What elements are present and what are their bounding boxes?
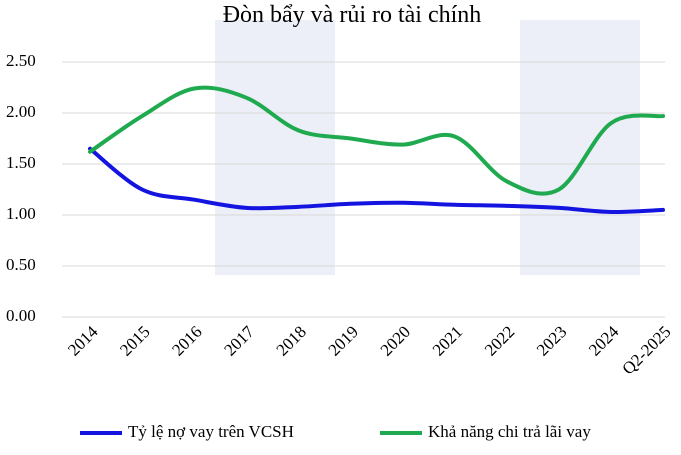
series-line: [88, 85, 665, 196]
x-tick-label: 2015: [116, 322, 153, 359]
y-tick-label: 2.50: [6, 51, 36, 70]
x-tick-label: 2017: [220, 322, 258, 360]
y-tick-label: 1.50: [6, 153, 36, 172]
x-tick-label: Q2-2025: [618, 322, 674, 378]
y-tick-label: 0.00: [6, 306, 36, 325]
x-tick-label: 2016: [168, 322, 205, 359]
watermark-shape: [215, 20, 335, 275]
x-tick-label: 2018: [272, 322, 309, 359]
watermark-shape: [520, 20, 640, 275]
x-tick-label: 2019: [325, 322, 362, 359]
chart-title: Đòn bẩy và rủi ro tài chính: [223, 2, 482, 28]
x-tick-label: 2024: [585, 322, 623, 360]
y-tick-label: 0.50: [6, 255, 36, 274]
x-tick-label: 2020: [377, 322, 414, 359]
x-tick-label: 2023: [533, 322, 570, 359]
series-line: [88, 146, 665, 214]
x-tick-label: 2014: [64, 322, 102, 360]
x-tick-label: 2022: [481, 322, 518, 359]
x-tick-label: 2021: [429, 322, 466, 359]
y-tick-label: 2.00: [6, 102, 36, 121]
y-tick-label: 1.00: [6, 204, 36, 223]
legend-label: Khả năng chi trả lãi vay: [428, 422, 591, 441]
legend-label: Tỷ lệ nợ vay trên VCSH: [128, 422, 294, 441]
